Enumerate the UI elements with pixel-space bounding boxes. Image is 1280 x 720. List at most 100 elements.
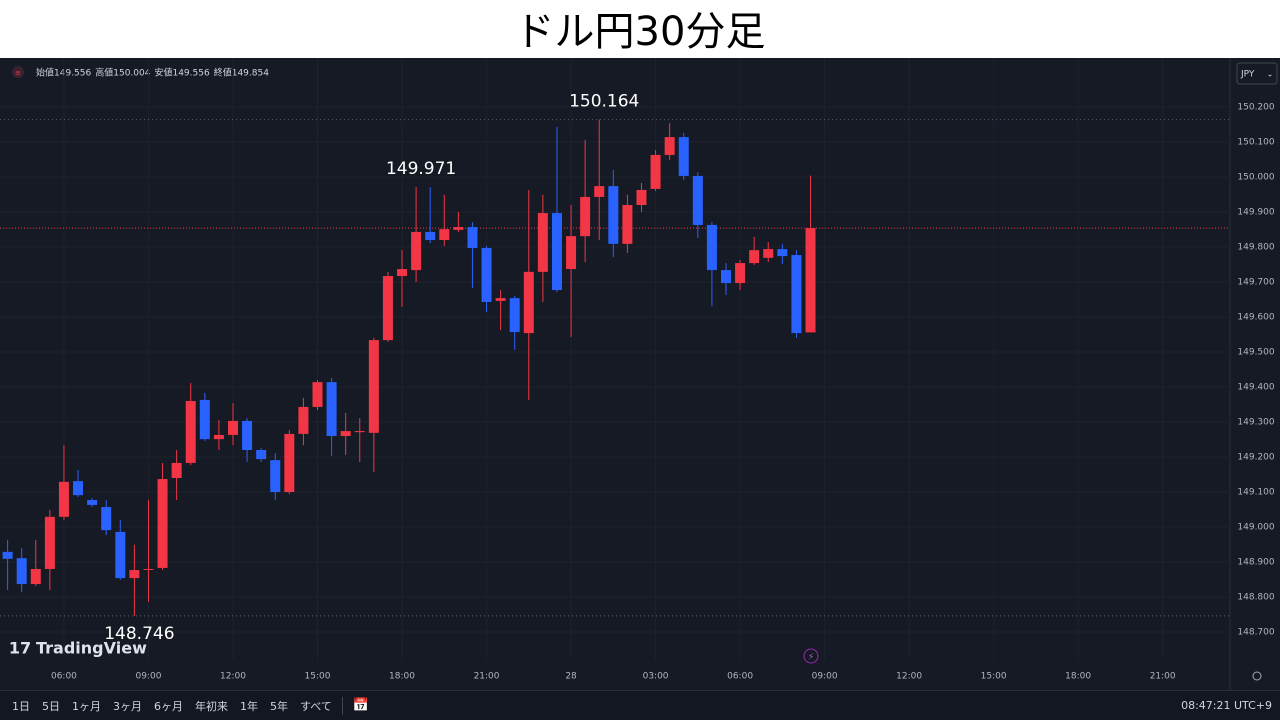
y-tick-label: 149.600 [1237, 313, 1274, 323]
range-button[interactable]: 1日 [12, 699, 30, 713]
candle-body [622, 205, 633, 244]
candle-body [171, 462, 182, 478]
annotation: 149.971 [386, 159, 456, 179]
ohlc-header: 始値 149.556 高値 150.004 安値 149.556 終値 149.854 [36, 67, 269, 79]
candle-body [467, 227, 478, 249]
x-tick-label: 21:00 [1150, 672, 1176, 682]
candle-body [213, 434, 224, 440]
event-icon-glyph: ⚡ [808, 653, 814, 663]
candle-body [58, 481, 69, 517]
x-tick-label: 28 [565, 672, 577, 682]
menu-icon-glyph: ≡ [15, 69, 21, 77]
x-tick-label: 06:00 [51, 672, 77, 682]
x-tick-label: 21:00 [474, 672, 500, 682]
candle-body [87, 500, 98, 505]
range-button[interactable]: 5日 [42, 699, 60, 713]
candle-body [2, 551, 13, 559]
candle-body [312, 382, 323, 407]
y-tick-label: 149.100 [1237, 488, 1274, 498]
x-tick-label: 15:00 [305, 672, 331, 682]
candle-body [298, 406, 309, 434]
y-tick-label: 149.500 [1237, 348, 1274, 358]
ohlc-label: 高値 [95, 67, 113, 79]
candle-body [397, 269, 408, 277]
candle-body [185, 401, 196, 463]
range-button[interactable]: 1年 [240, 699, 258, 713]
candle-body [749, 250, 760, 264]
ohlc-label: 終値 [214, 67, 232, 79]
chart: JPY ⌄ ≡ 始値 149.556 高値 150.004 安値 149.556 終値 149… [0, 58, 1280, 690]
candle-body [227, 420, 238, 435]
candle-body [791, 255, 802, 334]
candle-body [636, 189, 647, 205]
candle-body [678, 137, 689, 176]
y-tick-label: 149.900 [1237, 208, 1274, 218]
y-tick-label: 149.200 [1237, 453, 1274, 463]
currency[interactable]: JPY [1240, 70, 1255, 80]
candle-body [580, 196, 591, 237]
chart-title: ドル円30分足 [514, 9, 766, 55]
x-tick-label: 06:00 [727, 672, 753, 682]
y-tick-label: 149.300 [1237, 418, 1274, 428]
event-icon[interactable] [803, 648, 819, 664]
y-tick-label: 148.700 [1237, 628, 1274, 638]
candle-body [411, 231, 422, 271]
candle-body [537, 213, 548, 272]
candle-body [157, 479, 168, 568]
menu-icon[interactable] [12, 66, 24, 78]
candle-body [608, 186, 619, 244]
candle-body [30, 569, 41, 585]
annotation: 150.164 [569, 92, 639, 112]
y-tick-label: 149.400 [1237, 383, 1274, 393]
range-button[interactable]: すべて [300, 699, 332, 713]
candle-body [650, 154, 661, 189]
candle-body [199, 399, 210, 440]
range-buttons: 1日 5日 1ヶ月 3ヶ月 6ヶ月 年初来 1年 5年 すべて [0, 698, 332, 714]
candle-body [495, 298, 506, 301]
candle-body [44, 516, 55, 569]
candle-body [805, 228, 816, 333]
currency-button[interactable] [1236, 62, 1278, 85]
candle-body [551, 213, 562, 291]
candle-body [242, 420, 253, 450]
y-tick-label: 149.000 [1237, 523, 1274, 533]
range-button[interactable]: 年初来 [195, 699, 228, 713]
candle-body [735, 263, 746, 284]
candle-body [706, 224, 717, 271]
ohlc-value: 149.556 [54, 69, 91, 79]
candle-body [453, 227, 464, 230]
candle-body [509, 298, 520, 333]
candle-body [425, 231, 436, 240]
y-tick-label: 149.700 [1237, 278, 1274, 288]
candle-body [664, 137, 675, 155]
currency-caret: ⌄ [1267, 70, 1274, 79]
candle-body [382, 276, 393, 341]
x-tick-label: 12:00 [896, 672, 922, 682]
candle-body [115, 531, 126, 579]
candle-body [354, 431, 365, 433]
x-tick-label: 03:00 [643, 672, 669, 682]
y-tick-label: 149.800 [1237, 243, 1274, 253]
candle-body [256, 450, 267, 460]
y-tick-label: 150.000 [1237, 173, 1274, 183]
x-tick-label: 12:00 [220, 672, 246, 682]
candle-body [340, 431, 351, 436]
candle-body [326, 382, 337, 436]
x-tick-label: 15:00 [981, 672, 1007, 682]
y-tick-label: 148.800 [1237, 593, 1274, 603]
candle-body [439, 229, 450, 240]
range-button[interactable]: 5年 [270, 699, 288, 713]
ohlc-value: 149.556 [172, 69, 209, 79]
candle-body [284, 433, 295, 492]
clock: 08:47:21 UTC+9 [1181, 699, 1272, 712]
ohlc-value: 150.004 [113, 69, 150, 79]
range-button[interactable]: 1ヶ月 [72, 699, 101, 713]
settings-icon[interactable] [1252, 671, 1262, 681]
ohlc-label: 始値 [36, 67, 54, 79]
calendar-icon[interactable]: 📅 [352, 698, 369, 713]
y-tick-label: 150.100 [1237, 138, 1274, 148]
candle-body [101, 507, 112, 531]
range-button[interactable]: 3ヶ月 [113, 699, 142, 713]
range-button[interactable]: 6ヶ月 [154, 699, 183, 713]
